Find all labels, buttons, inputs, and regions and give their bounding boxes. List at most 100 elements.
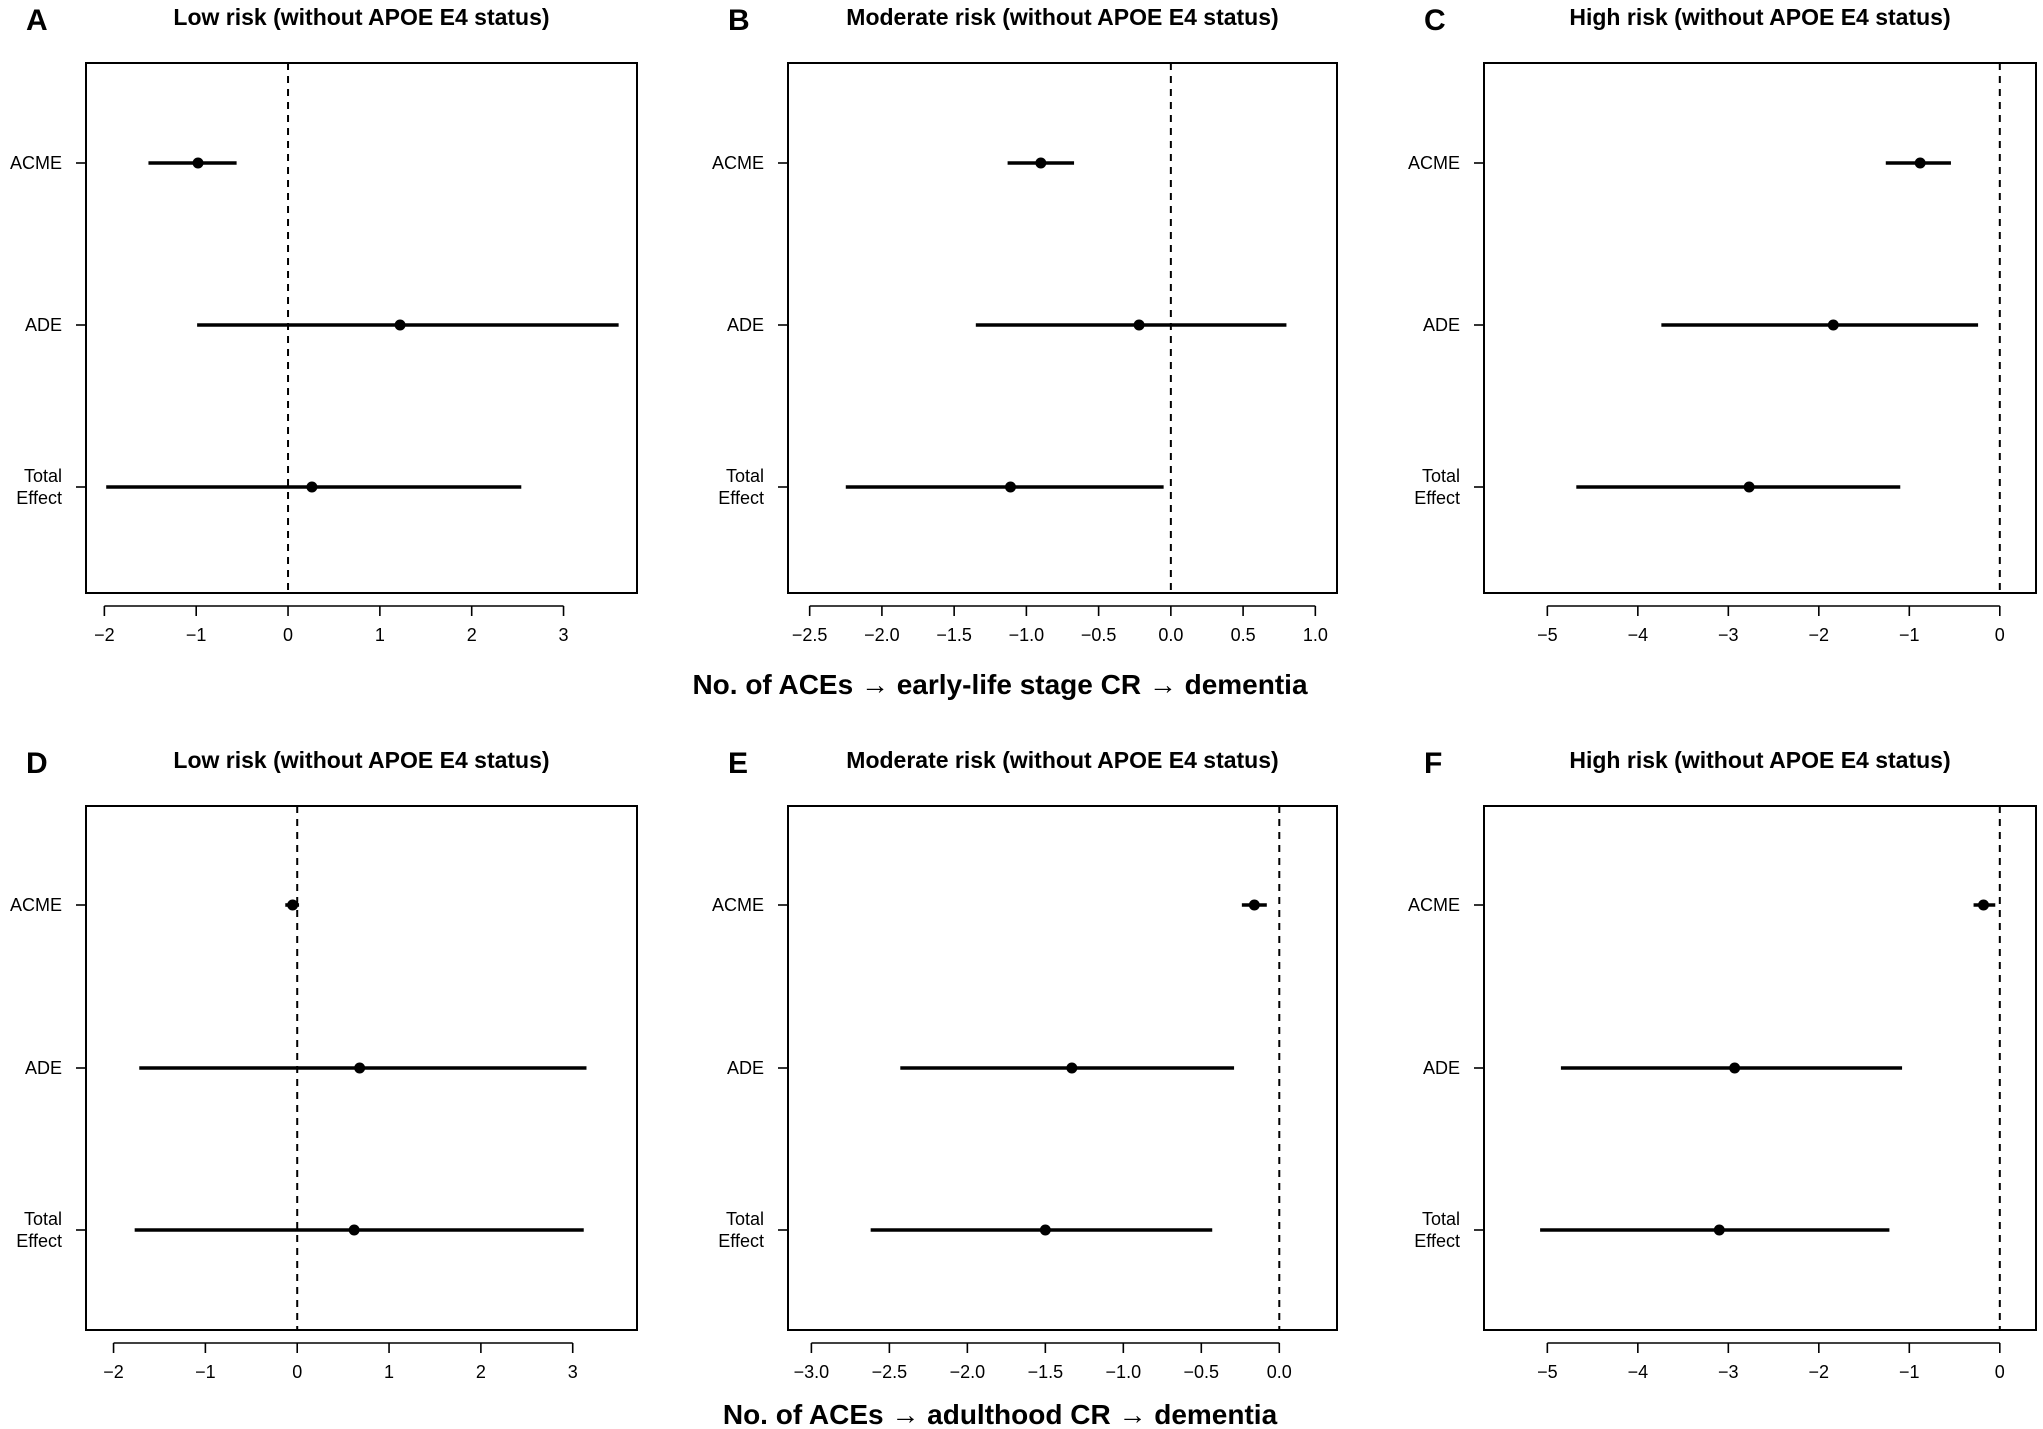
y-category-label: ADE bbox=[1423, 315, 1460, 335]
x-tick-label: −2.0 bbox=[950, 1362, 986, 1382]
x-tick-label: −1 bbox=[1899, 625, 1920, 645]
x-tick-label: 2 bbox=[476, 1362, 486, 1382]
y-category-label: ACME bbox=[1408, 153, 1460, 173]
point-estimate-ade bbox=[1066, 1062, 1078, 1074]
x-tick-label: −4 bbox=[1628, 625, 1649, 645]
x-tick-label: −3 bbox=[1718, 1362, 1739, 1382]
point-estimate-total-effect bbox=[1004, 481, 1016, 493]
x-tick-label: −2.5 bbox=[792, 625, 828, 645]
point-estimate-acme bbox=[287, 899, 299, 911]
point-estimate-ade bbox=[394, 319, 406, 331]
panel-label: F bbox=[1424, 747, 1442, 780]
plot-frame bbox=[85, 62, 638, 594]
panel-title: Moderate risk (without APOE E4 status) bbox=[846, 4, 1278, 30]
panel-title: Low risk (without APOE E4 status) bbox=[173, 4, 549, 30]
panel-title: High risk (without APOE E4 status) bbox=[1569, 747, 1950, 773]
panel-b: B Moderate risk (without APOE E4 status) −… bbox=[712, 4, 1338, 645]
panel-label: D bbox=[26, 747, 48, 780]
panel-label: C bbox=[1424, 4, 1446, 37]
x-tick-label: −3 bbox=[1718, 625, 1739, 645]
point-estimate-ade bbox=[1729, 1062, 1741, 1074]
x-tick-label: 3 bbox=[559, 625, 569, 645]
y-category-label: Total Effect bbox=[16, 1209, 62, 1251]
x-tick-label: 1 bbox=[384, 1362, 394, 1382]
x-tick-label: −2.5 bbox=[872, 1362, 908, 1382]
panel-title: Low risk (without APOE E4 status) bbox=[173, 747, 549, 773]
y-category-label: ADE bbox=[25, 1058, 62, 1078]
panel-f: F High risk (without APOE E4 status) −5 −4 −… bbox=[1408, 747, 2037, 1382]
plot-frame bbox=[787, 62, 1338, 594]
x-tick-label: −2 bbox=[94, 625, 115, 645]
y-category-label: ACME bbox=[712, 153, 764, 173]
y-category-label: ADE bbox=[727, 1058, 764, 1078]
x-tick-label: 2 bbox=[467, 625, 477, 645]
x-tick-label: −0.5 bbox=[1184, 1362, 1220, 1382]
plot-frame bbox=[1483, 62, 2037, 594]
point-estimate-total-effect bbox=[1743, 481, 1755, 493]
y-category-label: Total Effect bbox=[16, 466, 62, 508]
x-tick-label: −5 bbox=[1537, 1362, 1558, 1382]
y-category-label: ADE bbox=[727, 315, 764, 335]
x-tick-label: 0 bbox=[283, 625, 293, 645]
panel-title: High risk (without APOE E4 status) bbox=[1569, 4, 1950, 30]
y-category-label: Total Effect bbox=[1414, 1209, 1460, 1251]
x-tick-label: 3 bbox=[568, 1362, 578, 1382]
x-tick-label: −1.0 bbox=[1106, 1362, 1142, 1382]
y-category-label: Total Effect bbox=[718, 466, 764, 508]
point-estimate-total-effect bbox=[306, 481, 318, 493]
x-tick-label: 0.5 bbox=[1231, 625, 1256, 645]
panel-label: B bbox=[728, 4, 750, 37]
panel-c: C High risk (without APOE E4 status) −5 −4 −… bbox=[1408, 4, 2037, 645]
x-tick-label: 0.0 bbox=[1267, 1362, 1292, 1382]
x-tick-label: −2 bbox=[1809, 625, 1830, 645]
x-tick-label: 1 bbox=[375, 625, 385, 645]
x-tick-label: −0.5 bbox=[1081, 625, 1117, 645]
x-tick-label: −1.5 bbox=[936, 625, 972, 645]
point-estimate-acme bbox=[1914, 157, 1926, 169]
x-tick-label: 0 bbox=[1995, 1362, 2005, 1382]
y-category-label: ADE bbox=[1423, 1058, 1460, 1078]
point-estimate-acme bbox=[1978, 899, 1990, 911]
panel-e: E Moderate risk (without APOE E4 status) −… bbox=[712, 747, 1338, 1382]
x-tick-label: −2.0 bbox=[864, 625, 900, 645]
panel-label: A bbox=[26, 4, 48, 37]
x-tick-label: 1.0 bbox=[1303, 625, 1328, 645]
point-estimate-ade bbox=[354, 1062, 366, 1074]
point-estimate-acme bbox=[1035, 157, 1047, 169]
y-category-label: ADE bbox=[25, 315, 62, 335]
x-tick-label: −3.0 bbox=[794, 1362, 830, 1382]
y-category-label: ACME bbox=[712, 895, 764, 915]
x-tick-label: −5 bbox=[1537, 625, 1558, 645]
x-tick-label: 0.0 bbox=[1158, 625, 1183, 645]
y-category-label: Total Effect bbox=[1414, 466, 1460, 508]
x-tick-label: −4 bbox=[1628, 1362, 1649, 1382]
row-2-x-axis-label: No. of ACEs → adulthood CR → dementia bbox=[723, 1399, 1278, 1429]
x-tick-label: 0 bbox=[1995, 625, 2005, 645]
point-estimate-ade bbox=[1827, 319, 1839, 331]
point-estimate-ade bbox=[1133, 319, 1145, 331]
point-estimate-acme bbox=[192, 157, 204, 169]
x-tick-label: −1 bbox=[1899, 1362, 1920, 1382]
panels-group: A Low risk (without APOE E4 status) −2 −1 0 1… bbox=[10, 4, 2037, 1382]
row-1-x-axis-label: No. of ACEs → early-life stage CR → deme… bbox=[692, 669, 1308, 700]
x-tick-label: −2 bbox=[1809, 1362, 1830, 1382]
y-category-label: ACME bbox=[1408, 895, 1460, 915]
y-category-label: Total Effect bbox=[718, 1209, 764, 1251]
point-estimate-total-effect bbox=[1713, 1224, 1725, 1236]
x-tick-label: −1 bbox=[195, 1362, 216, 1382]
point-estimate-total-effect bbox=[348, 1224, 360, 1236]
x-tick-label: −1.5 bbox=[1028, 1362, 1064, 1382]
panel-d: D Low risk (without APOE E4 status) −2 −1 0 1… bbox=[10, 747, 638, 1382]
panel-label: E bbox=[728, 747, 748, 780]
y-category-label: ACME bbox=[10, 895, 62, 915]
x-tick-label: 0 bbox=[292, 1362, 302, 1382]
x-tick-label: −1.0 bbox=[1009, 625, 1045, 645]
x-tick-label: −1 bbox=[186, 625, 207, 645]
point-estimate-total-effect bbox=[1039, 1224, 1051, 1236]
y-category-label: ACME bbox=[10, 153, 62, 173]
panel-title: Moderate risk (without APOE E4 status) bbox=[846, 747, 1278, 773]
panel-a: A Low risk (without APOE E4 status) −2 −1 0 1… bbox=[10, 4, 638, 645]
x-tick-label: −2 bbox=[103, 1362, 124, 1382]
